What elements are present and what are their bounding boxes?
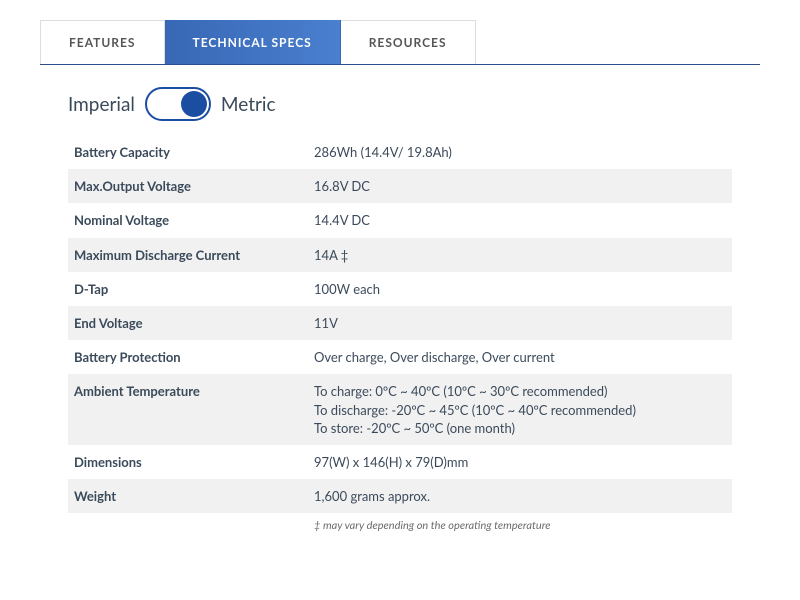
unit-label-imperial: Imperial	[68, 93, 135, 116]
spec-label: Maximum Discharge Current	[68, 238, 308, 272]
spec-value: 1,600 grams approx.	[308, 479, 732, 513]
table-row: Battery Capacity286Wh (14.4V/ 19.8Ah)	[68, 135, 732, 169]
footnote: ‡ may vary depending on the operating te…	[68, 519, 732, 532]
table-row: Dimensions97(W) x 146(H) x 79(D)mm	[68, 445, 732, 479]
spec-label: Dimensions	[68, 445, 308, 479]
spec-label: D-Tap	[68, 272, 308, 306]
table-row: D-Tap100W each	[68, 272, 732, 306]
spec-label: Max.Output Voltage	[68, 169, 308, 203]
spec-value: 16.8V DC	[308, 169, 732, 203]
spec-label: Battery Protection	[68, 340, 308, 374]
spec-label: End Voltage	[68, 306, 308, 340]
tab-technical-specs[interactable]: TECHNICAL SPECS	[165, 20, 341, 64]
spec-value: Over charge, Over discharge, Over curren…	[308, 340, 732, 374]
spec-label: Ambient Temperature	[68, 374, 308, 445]
footnote-text: ‡ may vary depending on the operating te…	[308, 519, 732, 532]
unit-label-metric: Metric	[221, 93, 276, 116]
spec-value: 97(W) x 146(H) x 79(D)mm	[308, 445, 732, 479]
spec-value: To charge: 0ºC ~ 40ºC (10ºC ~ 30ºC recom…	[308, 374, 732, 445]
tab-features[interactable]: FEATURES	[40, 20, 165, 64]
table-row: Max.Output Voltage16.8V DC	[68, 169, 732, 203]
table-row: End Voltage11V	[68, 306, 732, 340]
table-row: Nominal Voltage14.4V DC	[68, 203, 732, 237]
table-row: Ambient TemperatureTo charge: 0ºC ~ 40ºC…	[68, 374, 732, 445]
spec-value: 14A ‡	[308, 238, 732, 272]
spec-value: 286Wh (14.4V/ 19.8Ah)	[308, 135, 732, 169]
tab-bar: FEATURES TECHNICAL SPECS RESOURCES	[40, 20, 760, 65]
table-row: Maximum Discharge Current14A ‡	[68, 238, 732, 272]
spec-value: 11V	[308, 306, 732, 340]
spec-value: 100W each	[308, 272, 732, 306]
spec-label: Nominal Voltage	[68, 203, 308, 237]
unit-switch: Imperial Metric	[68, 87, 760, 121]
spec-label: Weight	[68, 479, 308, 513]
spec-value: 14.4V DC	[308, 203, 732, 237]
tab-resources[interactable]: RESOURCES	[341, 20, 476, 64]
unit-toggle[interactable]	[145, 87, 211, 121]
table-row: Battery ProtectionOver charge, Over disc…	[68, 340, 732, 374]
spec-label: Battery Capacity	[68, 135, 308, 169]
specs-table: Battery Capacity286Wh (14.4V/ 19.8Ah)Max…	[68, 135, 732, 513]
toggle-knob	[181, 91, 207, 117]
table-row: Weight1,600 grams approx.	[68, 479, 732, 513]
